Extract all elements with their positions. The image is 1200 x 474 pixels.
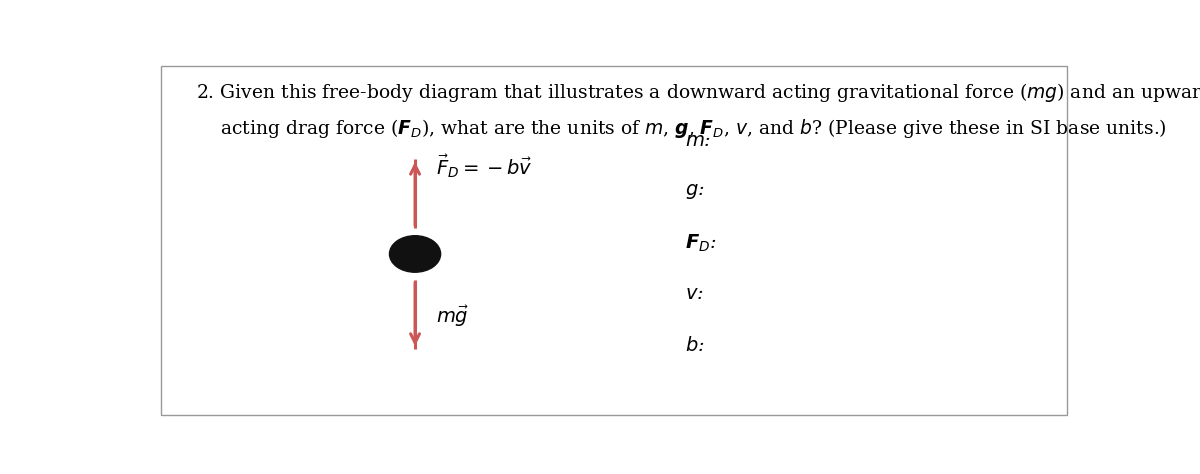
Text: $m$:: $m$: — [685, 132, 712, 150]
Text: $\boldsymbol{F}_D$:: $\boldsymbol{F}_D$: — [685, 232, 716, 254]
Text: $g$:: $g$: — [685, 182, 704, 201]
Text: $b$:: $b$: — [685, 336, 704, 355]
Text: acting drag force ($\boldsymbol{F}_D$), what are the units of $m$, $\boldsymbol{: acting drag force ($\boldsymbol{F}_D$), … — [220, 117, 1166, 140]
Text: 2. Given this free-body diagram that illustrates a downward acting gravitational: 2. Given this free-body diagram that ill… — [197, 81, 1200, 104]
Text: $m\vec{g}$: $m\vec{g}$ — [436, 303, 468, 328]
Text: $v$:: $v$: — [685, 285, 703, 303]
Text: $\vec{F}_D = -b\vec{v}$: $\vec{F}_D = -b\vec{v}$ — [436, 153, 532, 180]
Ellipse shape — [390, 236, 440, 272]
